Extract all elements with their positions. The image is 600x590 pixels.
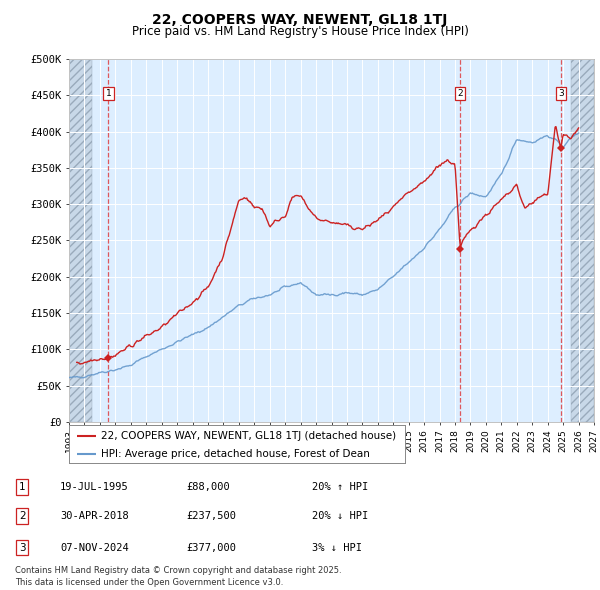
Text: 3% ↓ HPI: 3% ↓ HPI [312, 543, 362, 552]
Text: 22, COOPERS WAY, NEWENT, GL18 1TJ (detached house): 22, COOPERS WAY, NEWENT, GL18 1TJ (detac… [101, 431, 396, 441]
Text: 22, COOPERS WAY, NEWENT, GL18 1TJ: 22, COOPERS WAY, NEWENT, GL18 1TJ [152, 13, 448, 27]
Text: 1: 1 [106, 89, 111, 98]
Text: 07-NOV-2024: 07-NOV-2024 [60, 543, 129, 552]
Text: HPI: Average price, detached house, Forest of Dean: HPI: Average price, detached house, Fore… [101, 448, 370, 458]
Text: 1: 1 [19, 482, 26, 491]
Text: £237,500: £237,500 [186, 512, 236, 521]
Bar [571, 59, 594, 422]
Text: 2: 2 [19, 512, 26, 521]
Text: 30-APR-2018: 30-APR-2018 [60, 512, 129, 521]
Text: 3: 3 [19, 543, 26, 552]
Text: £377,000: £377,000 [186, 543, 236, 552]
Text: 2: 2 [457, 89, 463, 98]
Bar [69, 59, 92, 422]
Text: £88,000: £88,000 [186, 482, 230, 491]
Text: 3: 3 [558, 89, 563, 98]
Text: 20% ↓ HPI: 20% ↓ HPI [312, 512, 368, 521]
Text: Price paid vs. HM Land Registry's House Price Index (HPI): Price paid vs. HM Land Registry's House … [131, 25, 469, 38]
Text: Contains HM Land Registry data © Crown copyright and database right 2025.
This d: Contains HM Land Registry data © Crown c… [15, 566, 341, 587]
Text: 19-JUL-1995: 19-JUL-1995 [60, 482, 129, 491]
Text: 20% ↑ HPI: 20% ↑ HPI [312, 482, 368, 491]
